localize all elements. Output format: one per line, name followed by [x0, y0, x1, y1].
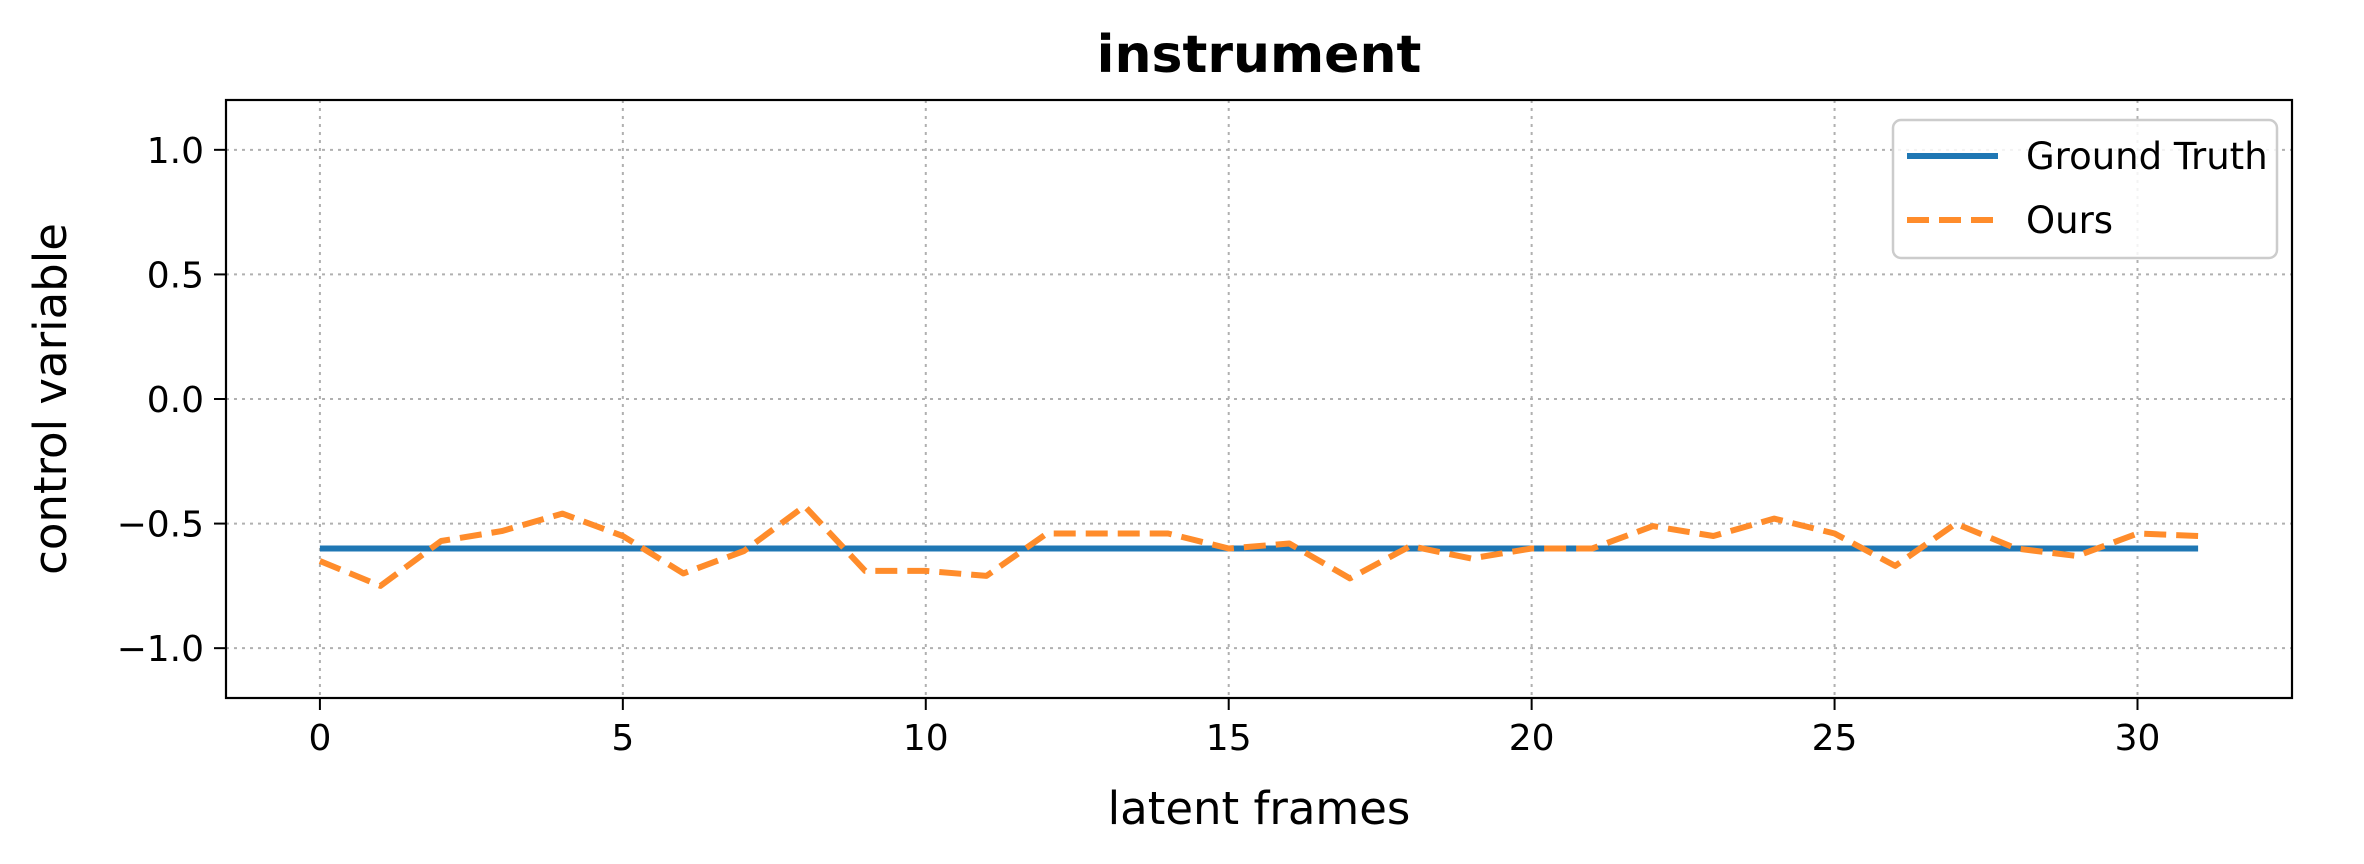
- legend-label-ground-truth: Ground Truth: [2026, 135, 2268, 178]
- y-axis-label: control variable: [24, 223, 77, 575]
- y-tick-label: 0.5: [147, 255, 204, 296]
- x-tick-label: 10: [903, 718, 949, 759]
- x-tick-label: 25: [1812, 718, 1858, 759]
- x-tick-label: 5: [611, 718, 634, 759]
- x-tick-label: 30: [2115, 718, 2161, 759]
- x-axis-label: latent frames: [1108, 782, 1411, 835]
- legend-label-ours: Ours: [2026, 199, 2113, 242]
- y-axis: 1.0 0.5 0.0 −0.5 −1.0: [117, 131, 226, 670]
- chart-title: instrument: [1097, 25, 1422, 85]
- y-tick-label: 1.0: [147, 131, 204, 172]
- series-layer: [318, 503, 2199, 589]
- y-tick-label: −0.5: [117, 505, 204, 546]
- x-tick-label: 20: [1509, 718, 1555, 759]
- legend: Ground Truth Ours: [1891, 118, 2279, 260]
- x-axis: 0 5 10 15 20 25 30: [308, 698, 2160, 759]
- y-tick-label: 0.0: [147, 380, 204, 421]
- y-tick-label: −1.0: [117, 629, 204, 670]
- series-line-ours: [318, 503, 2199, 589]
- x-tick-label: 15: [1206, 718, 1252, 759]
- x-tick-label: 0: [308, 718, 331, 759]
